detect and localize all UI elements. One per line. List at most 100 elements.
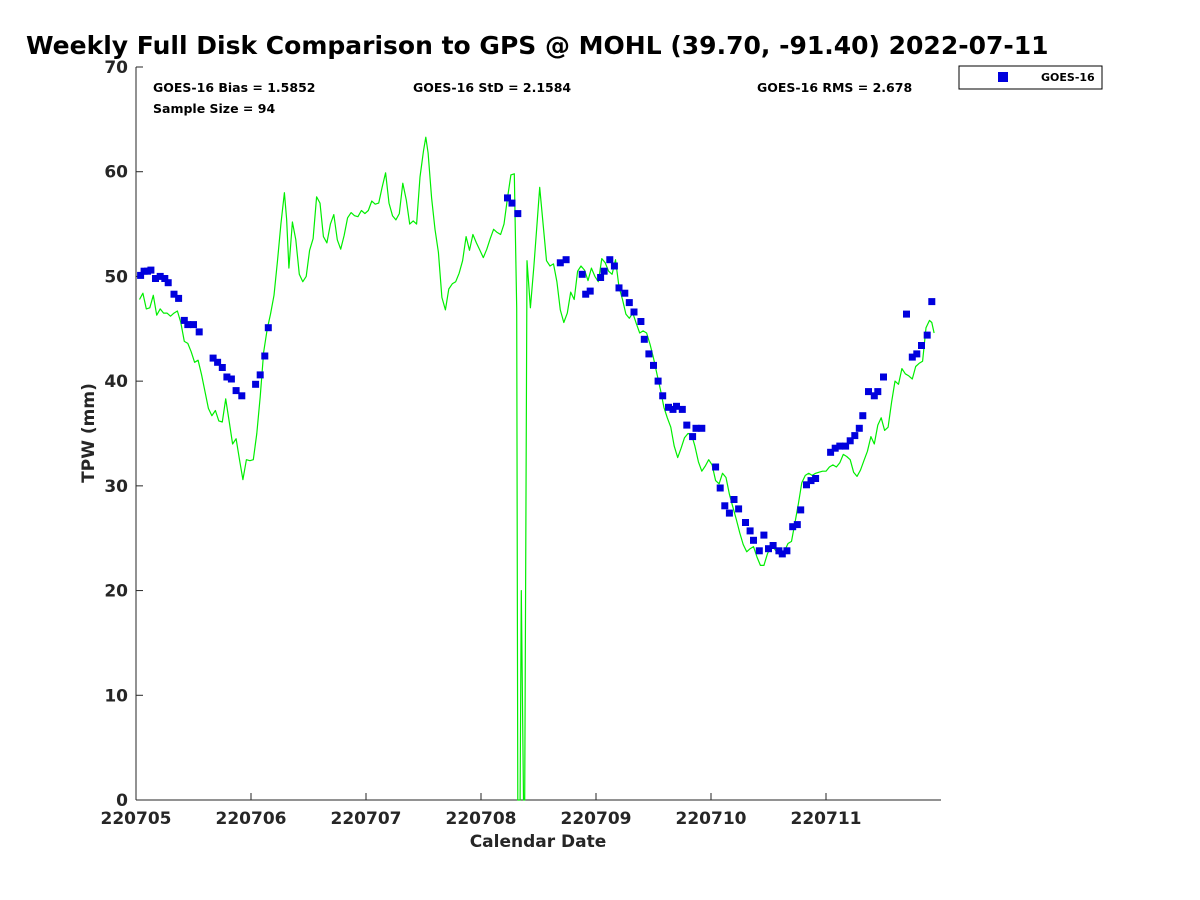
goes16-point — [827, 448, 835, 456]
goes16-point — [874, 388, 882, 396]
y-tick-label: 20 — [104, 582, 128, 602]
goes16-point — [746, 527, 754, 535]
goes16-point — [778, 550, 786, 558]
goes16-point — [673, 402, 680, 410]
goes16-point — [640, 335, 648, 343]
y-tick-label: 60 — [104, 163, 128, 183]
goes16-point — [880, 373, 887, 381]
goes16-point — [164, 279, 172, 287]
goes16-point — [645, 350, 653, 358]
goes16-point — [654, 377, 662, 385]
goes16-point — [227, 375, 235, 383]
goes16-point — [508, 199, 516, 207]
x-tick-label: 220710 — [676, 809, 747, 829]
goes16-point — [261, 352, 269, 360]
goes16-point — [923, 331, 931, 339]
goes16-point — [760, 531, 768, 539]
goes16-point — [582, 290, 590, 298]
goes16-point — [156, 272, 164, 280]
goes16-point — [750, 536, 757, 544]
goes16-point — [209, 354, 217, 362]
goes16-point — [716, 484, 724, 492]
goes16-point — [689, 433, 697, 441]
goes16-point — [650, 361, 657, 369]
goes16-point — [256, 371, 264, 379]
goes16-point — [152, 275, 159, 282]
x-tick-label: 220709 — [561, 809, 632, 829]
goes16-point — [807, 477, 815, 485]
goes16-point — [238, 392, 246, 400]
goes16-point — [264, 324, 272, 332]
goes16-point — [137, 271, 145, 279]
goes16-point — [659, 392, 667, 400]
goes16-point — [725, 509, 733, 517]
goes16-point — [615, 284, 623, 292]
goes16-point — [812, 475, 820, 482]
y-tick-label: 40 — [104, 372, 128, 392]
goes16-point — [851, 432, 859, 440]
y-tick-label: 0 — [116, 791, 128, 811]
goes16-point — [625, 299, 633, 307]
goes16-point — [630, 308, 638, 316]
goes16-point — [928, 298, 936, 306]
gps-series-line — [138, 136, 935, 801]
goes16-point — [610, 262, 618, 270]
x-tick-label: 220708 — [446, 809, 517, 829]
goes16-point — [678, 405, 686, 413]
goes16-point — [147, 266, 155, 274]
x-tick-label: 220705 — [101, 809, 172, 829]
legend-marker-goes16 — [998, 72, 1008, 82]
goes16-point — [514, 210, 522, 218]
goes16-point — [721, 502, 729, 510]
goes16-point — [742, 519, 749, 526]
goes16-point — [846, 437, 854, 445]
axes: 0 10 20 30 40 50 60 70 220705 220706 220707 220708 2… — [101, 58, 862, 829]
y-tick-label: 30 — [104, 477, 128, 497]
goes16-point — [903, 310, 910, 318]
goes16-point — [252, 380, 260, 388]
goes16-point — [184, 321, 192, 329]
goes16-point — [692, 424, 700, 432]
goes16-point — [637, 318, 645, 325]
goes16-point — [214, 358, 222, 366]
series-layer — [137, 136, 936, 801]
stat-sample-size: Sample Size = 94 — [153, 101, 275, 116]
legend: GOES-16 — [958, 65, 1103, 90]
goes16-point — [918, 342, 925, 349]
goes16-point — [578, 270, 586, 278]
goes16-point — [865, 388, 872, 396]
y-tick-label: 10 — [104, 686, 128, 706]
goes16-point — [783, 547, 791, 555]
goes16-point — [735, 505, 743, 513]
legend-box — [958, 65, 1103, 90]
goes16-point — [769, 542, 777, 549]
goes16-point — [600, 267, 608, 275]
goes16-point — [797, 506, 805, 514]
x-tick-label: 220707 — [331, 809, 402, 829]
stat-rms: GOES-16 RMS = 2.678 — [757, 80, 912, 95]
goes16-point — [859, 412, 867, 420]
goes16-point — [223, 373, 231, 381]
stat-std: GOES-16 StD = 2.1584 — [413, 80, 571, 95]
goes16-point — [870, 392, 878, 400]
goes16-point — [698, 424, 706, 432]
goes16-point — [170, 290, 178, 298]
goes16-point — [175, 294, 183, 302]
legend-label-goes16: GOES-16 — [1041, 71, 1095, 84]
goes16-point — [606, 256, 614, 264]
goes16-point — [586, 287, 594, 295]
goes16-point — [562, 256, 570, 264]
goes16-point — [180, 316, 188, 324]
goes16-point — [842, 442, 850, 450]
goes16-point — [789, 523, 797, 531]
goes16-point — [755, 547, 763, 555]
goes16-point — [913, 350, 921, 358]
goes16-point — [597, 274, 605, 281]
goes16-point — [855, 424, 863, 432]
goes16-point — [218, 364, 226, 371]
goes16-point — [836, 442, 844, 450]
goes16-point — [831, 444, 839, 452]
stat-bias: GOES-16 Bias = 1.5852 — [153, 80, 315, 95]
goes16-point — [161, 275, 169, 282]
goes16-point — [665, 403, 672, 411]
